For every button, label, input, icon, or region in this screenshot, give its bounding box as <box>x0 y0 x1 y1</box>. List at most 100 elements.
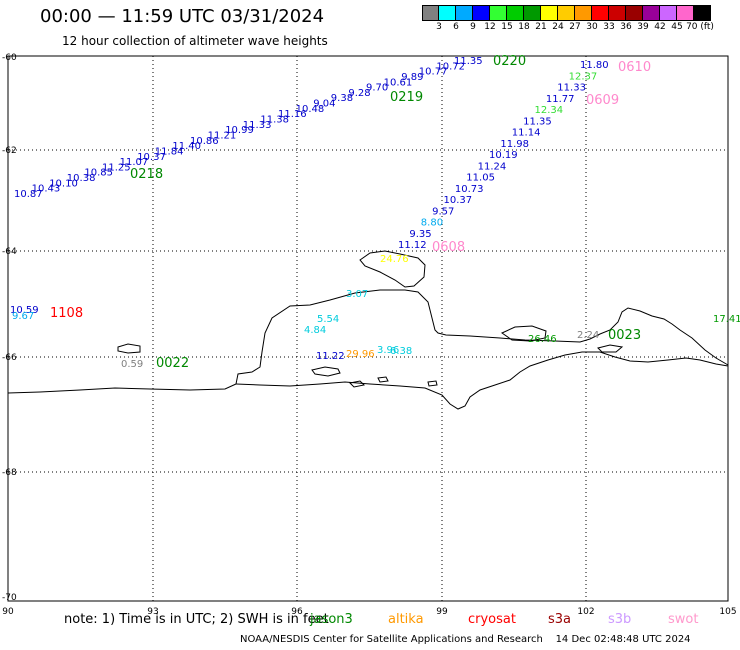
wave-height-label: 11.38 <box>260 115 289 126</box>
y-tick-label: -62 <box>2 146 17 156</box>
x-tick-label: 93 <box>147 607 158 617</box>
color-scale-labels: 3 6 9 12 15 18 21 24 27 30 33 36 39 42 45 70 (ft) <box>422 22 740 34</box>
wave-height-label: 9.28 <box>348 88 370 99</box>
wave-height-label: 11.35 <box>454 56 483 67</box>
scale-label: 33 <box>603 22 615 32</box>
scale-label: 3 <box>436 22 442 32</box>
wave-height-label: 11.14 <box>512 128 541 139</box>
wave-height-label: 6.38 <box>390 346 412 357</box>
satellite-s3a-label: s3a <box>548 612 572 627</box>
wave-height-label: 29.96 <box>346 349 375 360</box>
color-swatch <box>541 5 558 21</box>
pass-time-label: 0220 <box>493 54 526 69</box>
scale-label: 24 <box>552 22 564 32</box>
wave-height-label: 26.46 <box>528 334 557 345</box>
map-title: 00:00 — 11:59 UTC 03/31/2024 <box>40 6 325 27</box>
satellite-jason3-label: jason3 <box>310 612 353 627</box>
x-tick-label: 90 <box>2 607 14 617</box>
wave-height-label: 11.21 <box>208 131 237 142</box>
wave-height-label: 9.70 <box>366 83 388 94</box>
color-swatch <box>575 5 592 21</box>
wave-height-label: 11.77 <box>546 94 575 105</box>
y-tick-label: -60 <box>2 53 17 63</box>
wave-height-label: 4.84 <box>304 325 326 336</box>
scale-label: 39 <box>637 22 649 32</box>
wave-height-label: 10.85 <box>84 168 113 179</box>
color-swatch <box>694 5 711 21</box>
wave-height-label: 3.96 <box>377 345 399 356</box>
color-swatch <box>677 5 694 21</box>
wave-height-label: 9.04 <box>313 99 335 110</box>
wave-height-label: 11.24 <box>478 161 507 172</box>
y-tick-label: -66 <box>2 353 17 363</box>
scale-label: 70 (ft) <box>686 22 714 32</box>
wave-height-label: 10.99 <box>225 125 254 136</box>
wave-height-label: 10.19 <box>489 150 518 161</box>
wave-height-label: 10.37 <box>137 152 166 163</box>
wave-height-label: 9.35 <box>409 229 431 240</box>
pass-time-label: 0609 <box>586 93 619 108</box>
color-swatch <box>439 5 456 21</box>
pass-time-label: 0610 <box>618 60 651 75</box>
pass-time-label: 0219 <box>390 90 423 105</box>
y-tick-label: -70 <box>2 593 17 603</box>
wave-height-label: 10.43 <box>32 184 61 195</box>
pass-time-label: 0608 <box>432 240 465 255</box>
map-frame <box>7 55 729 602</box>
color-swatch <box>558 5 575 21</box>
y-tick-label: -64 <box>2 247 17 257</box>
wave-height-label: 11.80 <box>580 60 609 71</box>
color-swatch <box>643 5 660 21</box>
wave-height-label: 5.54 <box>317 314 339 325</box>
misc-wave-heights: 10.599.67 0.59 3.07 5.544.84 11.22 29.96 3.966… <box>10 254 740 370</box>
satellite-s3b-label: s3b <box>608 612 632 627</box>
wave-height-label: 11.35 <box>523 116 552 127</box>
pass-time-label: 0218 <box>130 167 163 182</box>
satellite-altika-label: altika <box>388 612 424 627</box>
wave-height-label: 9.89 <box>401 72 423 83</box>
coastline <box>7 250 729 410</box>
wave-height-label: 11.22 <box>316 351 345 362</box>
wave-height-label: 11.33 <box>243 120 272 131</box>
scale-label: 27 <box>569 22 581 32</box>
color-swatch <box>609 5 626 21</box>
color-swatch <box>660 5 677 21</box>
color-swatch <box>422 5 439 21</box>
satellite-cryosat-label: cryosat <box>468 612 516 627</box>
units-note: note: 1) Time is in UTC; 2) SWH is in fe… <box>64 612 329 627</box>
scale-label: 36 <box>620 22 632 32</box>
wave-height-label: 11.40 <box>172 141 201 152</box>
x-tick-label: 96 <box>291 607 303 617</box>
wave-height-label: 11.05 <box>466 173 495 184</box>
color-swatch <box>473 5 490 21</box>
scale-label: 30 <box>586 22 598 32</box>
wave-height-label: 10.86 <box>190 136 219 147</box>
scale-label: 21 <box>535 22 547 32</box>
pass-time-label: 1108 <box>50 306 83 321</box>
wave-height-label: 10.73 <box>455 184 484 195</box>
pass-time-label: 0023 <box>608 328 641 343</box>
wave-height-label: 10.77 <box>419 67 448 78</box>
wave-height-label: 10.37 <box>444 195 473 206</box>
track-0218-0220: 10.8710.4310.1010.3810.8511.2511.0710.37… <box>14 56 483 200</box>
x-tick-label: 102 <box>577 607 594 617</box>
wave-height-label: 11.12 <box>398 240 427 251</box>
wave-height-label: 10.10 <box>49 178 78 189</box>
wave-height-label: 10.87 <box>14 189 43 200</box>
wave-height-label: 11.16 <box>278 109 307 120</box>
grid-lines <box>8 56 728 601</box>
color-swatch <box>507 5 524 21</box>
wave-height-label: 11.07 <box>120 157 149 168</box>
pass-time-labels: 0218 0219 0220 0608 0609 0610 1108 0022 0023 <box>50 54 651 371</box>
scale-label: 45 <box>671 22 683 32</box>
x-tick-labels: 90 93 96 99 102 105 <box>2 607 736 617</box>
wave-height-label: 3.07 <box>346 289 368 300</box>
map-subtitle: 12 hour collection of altimeter wave hei… <box>62 34 328 48</box>
wave-height-label: 10.59 <box>10 305 39 316</box>
wave-height-label: 10.48 <box>296 104 325 115</box>
color-scale-bar <box>422 5 711 21</box>
pass-time-label: 0022 <box>156 356 189 371</box>
scale-label: 18 <box>518 22 530 32</box>
wave-height-label: 9.67 <box>12 311 34 322</box>
satellite-swot-label: swot <box>668 612 699 627</box>
